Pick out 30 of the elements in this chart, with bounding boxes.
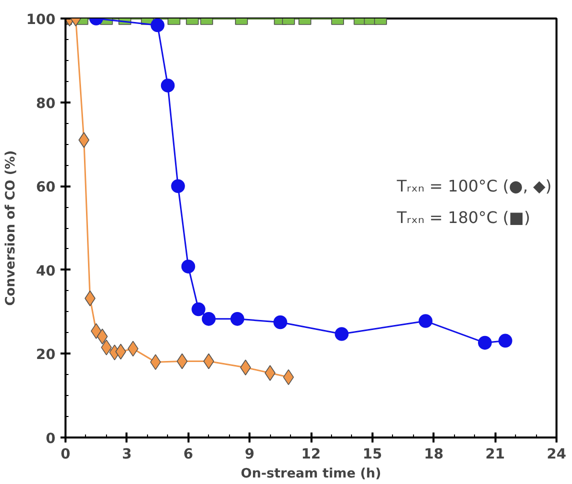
x-tick-label: 9 bbox=[244, 446, 255, 462]
x-tick-label: 15 bbox=[362, 446, 382, 462]
point bbox=[478, 336, 492, 350]
x-tick-label: 3 bbox=[122, 446, 132, 462]
x-tick-label: 24 bbox=[546, 446, 566, 462]
x-tick-label: 6 bbox=[183, 446, 194, 462]
y-tick-label: 100 bbox=[26, 12, 56, 28]
point bbox=[181, 260, 196, 274]
y-tick-label: 80 bbox=[36, 96, 56, 112]
point bbox=[230, 312, 244, 326]
x-tick-label: 18 bbox=[424, 446, 444, 462]
point bbox=[90, 323, 102, 339]
point bbox=[192, 302, 206, 316]
point bbox=[418, 314, 432, 328]
point bbox=[334, 327, 349, 341]
point bbox=[498, 334, 512, 348]
point bbox=[96, 328, 108, 344]
point bbox=[273, 315, 288, 330]
x-tick-label: 0 bbox=[60, 446, 71, 462]
y-tick-label: 0 bbox=[46, 431, 56, 447]
point bbox=[202, 312, 216, 326]
annotation: Tᵣₓₙ = 100°C (●, ◆) bbox=[396, 176, 552, 196]
y-axis-title: Conversion of CO (%) bbox=[3, 150, 18, 306]
y-tick-label: 40 bbox=[36, 263, 56, 280]
y-tick-label: 60 bbox=[36, 180, 56, 196]
x-axis-title: On-stream time (h) bbox=[240, 466, 382, 482]
x-tick-label: 12 bbox=[301, 446, 321, 462]
x-tick-label: 21 bbox=[485, 446, 505, 462]
y-tick-label: 20 bbox=[36, 347, 56, 364]
annotation: Tᵣₓₙ = 180°C (■) bbox=[396, 208, 530, 228]
